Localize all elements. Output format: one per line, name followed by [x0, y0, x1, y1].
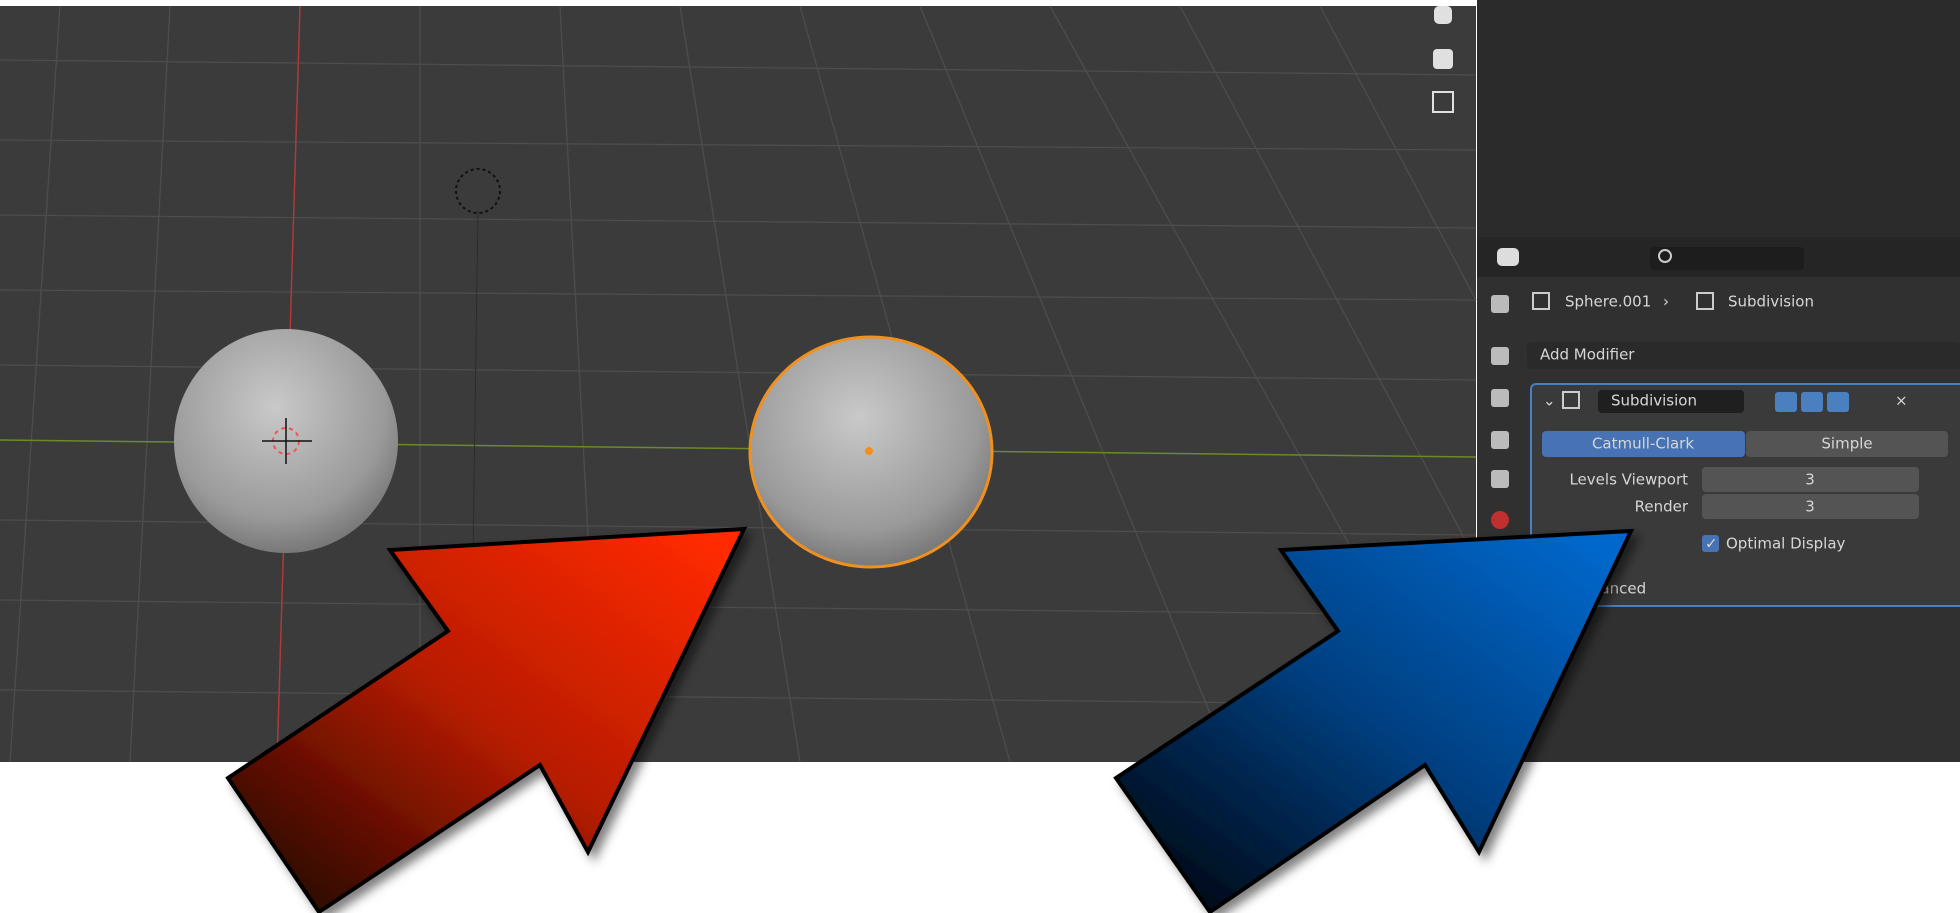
number-field[interactable]	[1702, 467, 1919, 492]
grid	[0, 5, 1477, 763]
checkbox-label: Optimal Display	[1726, 535, 1846, 553]
outliner	[1477, 0, 1960, 237]
editor-type-icon[interactable]	[1497, 248, 1519, 266]
search-icon	[1658, 249, 1672, 263]
number-field[interactable]	[1702, 494, 1919, 519]
field-label: Render	[1635, 498, 1689, 516]
blue-arrow	[1113, 528, 1635, 913]
nav-gizmos	[1432, 6, 1454, 113]
tab-icon[interactable]	[1491, 470, 1509, 488]
empty-object[interactable]	[455, 168, 501, 214]
breadcrumb-separator: ›	[1663, 293, 1669, 311]
grid-icon[interactable]	[1432, 91, 1454, 113]
breadcrumb-object[interactable]: Sphere.001	[1565, 293, 1651, 311]
toggle-render[interactable]	[1827, 392, 1849, 412]
search-box[interactable]	[1650, 247, 1804, 270]
modifier-icon	[1562, 391, 1580, 409]
tab-icon[interactable]	[1491, 511, 1509, 529]
property-tabs	[1491, 295, 1509, 529]
tab-icon[interactable]	[1491, 347, 1509, 365]
tab-label: Catmull-Clark	[1592, 435, 1694, 453]
tab[interactable]	[1746, 431, 1948, 457]
field-value: 3	[1805, 471, 1815, 489]
field-label: Levels Viewport	[1569, 471, 1688, 489]
modifier-name-field[interactable]	[1598, 390, 1744, 413]
collapse-arrow[interactable]: ⌄	[1543, 392, 1556, 410]
toggle-viewport[interactable]	[1801, 392, 1823, 412]
hand-icon[interactable]	[1434, 6, 1452, 24]
tab-label: Simple	[1821, 435, 1872, 453]
add-modifier-label: Add Modifier	[1540, 346, 1635, 364]
red-arrow	[225, 526, 748, 913]
tab-active[interactable]	[1542, 431, 1745, 457]
toggle-editmode[interactable]	[1775, 392, 1797, 412]
add-modifier-button[interactable]	[1527, 342, 1960, 369]
tab-icon[interactable]	[1491, 431, 1509, 449]
checkmark: ✓	[1705, 535, 1718, 553]
tab-icon[interactable]	[1491, 389, 1509, 407]
checkbox[interactable]	[1702, 535, 1719, 552]
breadcrumb-modifier[interactable]: Subdivision	[1728, 293, 1814, 311]
field-value: 3	[1805, 498, 1815, 516]
modifier-name: Subdivision	[1611, 392, 1697, 410]
camera-icon[interactable]	[1433, 49, 1453, 69]
modifier-icon	[1696, 292, 1714, 310]
object-icon	[1532, 292, 1550, 310]
origin	[865, 447, 873, 455]
remove-button[interactable]: ×	[1895, 392, 1908, 410]
tab-icon[interactable]	[1491, 295, 1509, 313]
